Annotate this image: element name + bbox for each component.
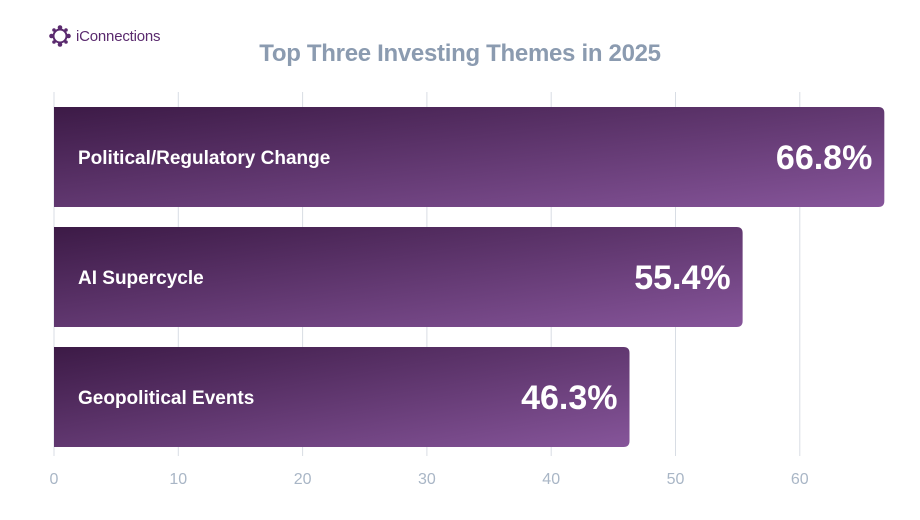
bar-value-label: 46.3% xyxy=(521,379,617,417)
bar xyxy=(54,107,885,207)
x-tick-label: 10 xyxy=(169,471,187,488)
x-axis-ticks: 0 10 20 30 40 50 60 xyxy=(50,471,809,488)
chart-title: Top Three Investing Themes in 2025 xyxy=(259,40,661,67)
bar xyxy=(54,227,743,327)
bar xyxy=(54,347,630,447)
bars: Political/Regulatory Change 66.8% AI Super… xyxy=(54,107,885,447)
x-tick-label: 20 xyxy=(294,471,312,488)
bar-group: Political/Regulatory Change 66.8% xyxy=(54,107,885,207)
x-tick-label: 30 xyxy=(418,471,436,488)
x-tick-label: 50 xyxy=(667,471,685,488)
x-tick-label: 40 xyxy=(542,471,560,488)
bar-category-label: AI Supercycle xyxy=(78,268,204,289)
brand-logo: iConnections xyxy=(48,24,161,48)
bar-category-label: Geopolitical Events xyxy=(78,388,254,409)
bar-group: AI Supercycle 55.4% xyxy=(54,227,743,327)
brand-name: iConnections xyxy=(76,27,161,45)
bar-value-label: 66.8% xyxy=(776,139,872,177)
bar-group: Geopolitical Events 46.3% xyxy=(54,347,630,447)
bar-category-label: Political/Regulatory Change xyxy=(78,148,330,169)
bar-value-label: 55.4% xyxy=(634,259,730,297)
iconnections-logo-icon xyxy=(49,25,71,47)
x-tick-label: 0 xyxy=(50,471,59,488)
x-tick-label: 60 xyxy=(791,471,809,488)
